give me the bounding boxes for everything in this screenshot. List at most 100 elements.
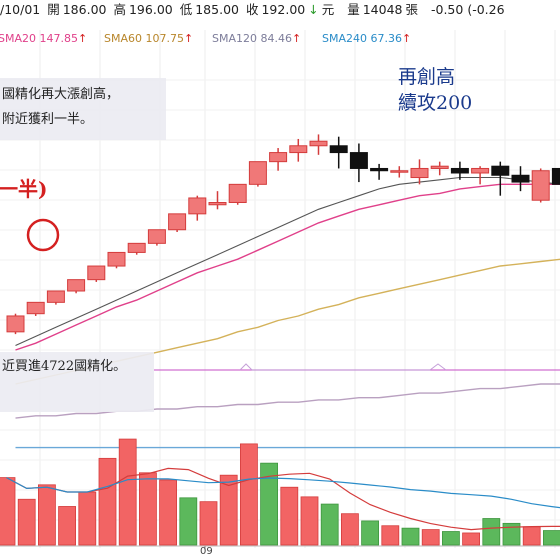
candle-body bbox=[228, 183, 247, 204]
volume-bar bbox=[280, 486, 299, 546]
volume-bar bbox=[219, 474, 238, 546]
candle-body bbox=[370, 167, 389, 172]
candle bbox=[188, 195, 207, 221]
candle-body bbox=[450, 167, 469, 174]
candle-body bbox=[147, 229, 166, 244]
volume-bar bbox=[17, 498, 36, 546]
sma60-line bbox=[15, 258, 560, 385]
down-arrow-icon: ↓ bbox=[308, 2, 319, 17]
candle bbox=[248, 161, 267, 187]
high-label: 高 bbox=[113, 2, 126, 17]
low-label: 低 bbox=[179, 2, 193, 17]
candle-body bbox=[511, 174, 530, 183]
oscillator-signal-line bbox=[239, 363, 447, 371]
x-tick-label: 09 bbox=[200, 546, 213, 557]
candle bbox=[6, 313, 25, 335]
volume-bars bbox=[0, 438, 560, 546]
candle-body bbox=[551, 167, 560, 185]
sma20-line bbox=[15, 183, 560, 351]
short-ma-line bbox=[15, 176, 560, 347]
candle-body bbox=[26, 301, 45, 315]
sma120-label: SMA120 84.46 bbox=[212, 32, 292, 45]
candle-body bbox=[188, 197, 207, 215]
volume-bar bbox=[361, 520, 380, 546]
volume-bar bbox=[502, 522, 521, 546]
candle bbox=[67, 279, 86, 294]
candle bbox=[390, 166, 409, 178]
sma240-legend: SMA240 67.36↑ bbox=[322, 31, 411, 47]
volume-bar bbox=[462, 532, 481, 546]
volume-bar bbox=[260, 462, 279, 546]
candle bbox=[147, 229, 166, 246]
half-profit-label: 一半) bbox=[0, 177, 48, 201]
volume-ma20-line bbox=[6, 477, 560, 509]
candle bbox=[127, 242, 146, 255]
volume-unit: 張 bbox=[405, 2, 419, 17]
candle bbox=[228, 183, 247, 205]
candle-body bbox=[6, 315, 25, 333]
volume-average-lines bbox=[6, 467, 560, 531]
candle bbox=[107, 251, 126, 269]
new-high-line2: 續攻200 bbox=[398, 92, 473, 114]
moving-average-lines bbox=[15, 176, 560, 449]
close-value: 192.00 bbox=[261, 2, 306, 17]
volume-bar bbox=[300, 496, 319, 546]
candle bbox=[26, 301, 45, 316]
candle-body bbox=[410, 167, 429, 179]
note-top-line2: 附近獲利一半。 bbox=[2, 112, 94, 127]
sma-legend: SMA20 147.85↑ SMA60 107.75↑ SMA120 84.46… bbox=[0, 31, 560, 47]
volume-bar bbox=[543, 530, 560, 546]
up-arrow-icon: ↑ bbox=[291, 32, 302, 45]
candle bbox=[531, 168, 550, 203]
sma120-legend: SMA120 84.46↑ bbox=[212, 31, 301, 47]
candle bbox=[87, 265, 106, 282]
volume-bar bbox=[38, 484, 56, 546]
candle-body bbox=[349, 152, 368, 169]
low-value: 185.00 bbox=[195, 2, 239, 17]
candle-body bbox=[329, 145, 348, 154]
candle-body bbox=[309, 140, 328, 147]
sma60-label: SMA60 107.75 bbox=[104, 32, 184, 45]
volume-bar bbox=[482, 518, 501, 546]
volume-bar bbox=[58, 506, 76, 546]
sma120-line bbox=[15, 383, 560, 419]
volume-bar bbox=[421, 529, 440, 546]
note-bottom: 近買進4722國精化。 bbox=[0, 352, 154, 412]
volume-bar bbox=[401, 527, 420, 546]
volume-bar bbox=[320, 503, 339, 546]
volume-bar bbox=[522, 526, 541, 546]
up-arrow-icon: ↑ bbox=[183, 32, 194, 45]
candle-body bbox=[248, 161, 267, 185]
volume-bar bbox=[199, 501, 218, 546]
candle bbox=[46, 290, 65, 305]
candle-body bbox=[127, 242, 146, 253]
up-arrow-icon: ↑ bbox=[77, 32, 88, 45]
oscillator-line bbox=[154, 363, 560, 371]
sma240-label: SMA240 67.36 bbox=[322, 32, 402, 45]
note-top-line1: 國精化再大漲創高， bbox=[2, 87, 120, 102]
candle-body bbox=[168, 213, 187, 231]
candle bbox=[269, 148, 288, 171]
candle-body bbox=[390, 170, 409, 173]
entry-circle-marker bbox=[26, 218, 60, 252]
volume-ma5-line bbox=[6, 467, 560, 531]
ohlc-header: /10/01 開 186.00 高 196.00 低 185.00 收 192.00 ↓ 元… bbox=[0, 0, 560, 20]
candle bbox=[208, 191, 227, 210]
sma60-legend: SMA60 107.75↑ bbox=[104, 31, 193, 47]
volume-bar bbox=[179, 497, 198, 546]
candle bbox=[491, 161, 510, 196]
volume-value: 14048 bbox=[362, 2, 403, 17]
candle bbox=[450, 161, 469, 180]
volume-bar bbox=[381, 525, 400, 546]
candle-body bbox=[269, 152, 288, 163]
volume-bar bbox=[138, 472, 157, 546]
open-value: 186.00 bbox=[62, 2, 107, 17]
volume-bar bbox=[239, 443, 258, 546]
volume-label: 量 bbox=[347, 2, 360, 17]
candle bbox=[551, 167, 560, 185]
volume-bar bbox=[98, 457, 117, 546]
volume-bar bbox=[118, 438, 137, 546]
volume-bar bbox=[340, 513, 359, 546]
change-value: -0.50 (-0.26 bbox=[431, 2, 505, 17]
